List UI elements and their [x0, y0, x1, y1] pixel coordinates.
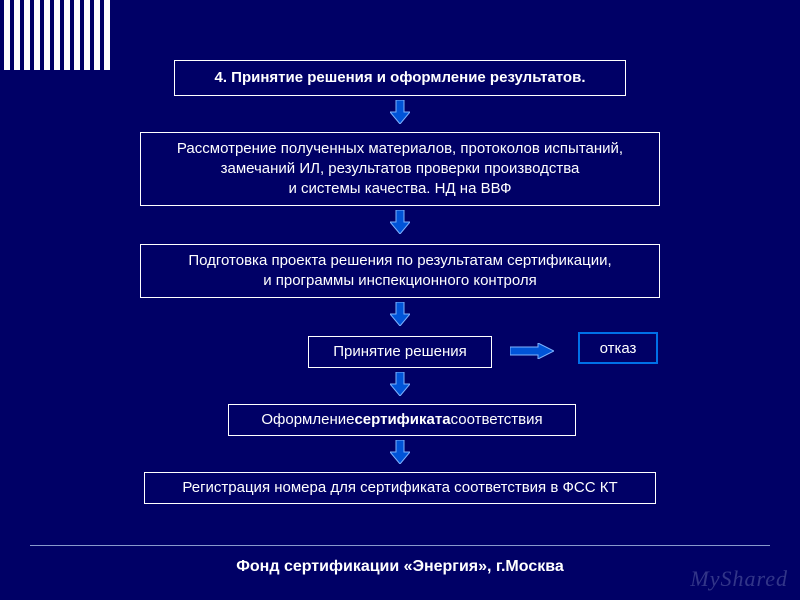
flow-node-issue: Оформление сертификата соответствия [228, 404, 576, 436]
flow-node-title: 4. Принятие решения и оформление результ… [174, 60, 626, 96]
corner-decoration [0, 0, 120, 70]
watermark: MyShared [690, 566, 788, 592]
arrow-down-icon [390, 372, 410, 396]
flow-node-refuse: отказ [578, 332, 658, 364]
arrow-down-icon [390, 210, 410, 234]
footer-text: Фонд сертификации «Энергия», г.Москва [0, 558, 800, 576]
arrow-right-icon [510, 343, 554, 359]
flow-node-register: Регистрация номера для сертификата соотв… [144, 472, 656, 504]
flow-node-prepare: Подготовка проекта решения по результата… [140, 244, 660, 298]
arrow-down-icon [390, 302, 410, 326]
footer-divider [30, 545, 770, 546]
arrow-down-icon [390, 440, 410, 464]
flow-node-decide: Принятие решения [308, 336, 492, 368]
arrow-down-icon [390, 100, 410, 124]
flow-node-review: Рассмотрение полученных материалов, прот… [140, 132, 660, 206]
